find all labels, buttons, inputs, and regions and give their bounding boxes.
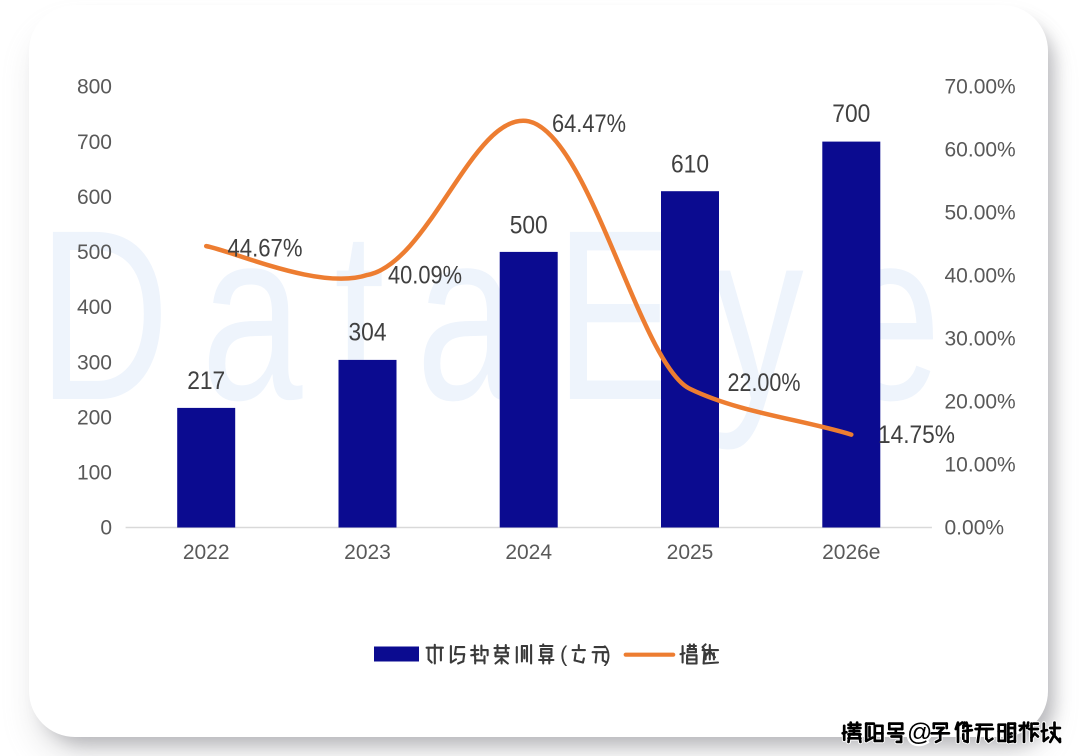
svg-text:0.00%: 0.00% [945, 517, 1005, 540]
svg-text:30.00%: 30.00% [945, 328, 1016, 351]
svg-text:@: @ [907, 719, 932, 747]
svg-text:200: 200 [77, 406, 112, 429]
svg-text:2023: 2023 [344, 541, 391, 564]
svg-text:304: 304 [349, 319, 387, 347]
svg-text:2024: 2024 [505, 541, 552, 564]
svg-text:44.67%: 44.67% [228, 235, 303, 263]
svg-text:610: 610 [671, 151, 709, 179]
svg-text:100: 100 [77, 462, 112, 485]
svg-text:400: 400 [77, 296, 112, 319]
svg-text:0: 0 [100, 517, 112, 540]
svg-text:300: 300 [77, 351, 112, 374]
svg-text:20.00%: 20.00% [945, 391, 1016, 414]
svg-text:50.00%: 50.00% [945, 202, 1016, 225]
svg-text:): ) [604, 642, 611, 667]
svg-text:64.47%: 64.47% [552, 110, 626, 138]
svg-text:700: 700 [832, 100, 870, 128]
svg-text:500: 500 [510, 212, 548, 240]
svg-text:22.00%: 22.00% [728, 369, 801, 397]
svg-text:60.00%: 60.00% [945, 139, 1016, 162]
svg-text:40.09%: 40.09% [388, 262, 462, 290]
svg-text:40.00%: 40.00% [945, 265, 1016, 288]
svg-text:14.75%: 14.75% [878, 421, 955, 449]
svg-text:70.00%: 70.00% [945, 76, 1016, 99]
svg-text:@: @ [907, 719, 932, 747]
svg-text:500: 500 [77, 241, 112, 264]
svg-text:2022: 2022 [183, 541, 230, 564]
svg-text:600: 600 [77, 186, 112, 209]
svg-text:800: 800 [77, 76, 112, 99]
svg-text:2026e: 2026e [822, 541, 880, 564]
svg-text:217: 217 [187, 367, 225, 395]
svg-text:10.00%: 10.00% [945, 454, 1016, 477]
svg-text:700: 700 [77, 131, 112, 154]
svg-text:(: ( [560, 642, 568, 667]
svg-text:2025: 2025 [667, 541, 714, 564]
